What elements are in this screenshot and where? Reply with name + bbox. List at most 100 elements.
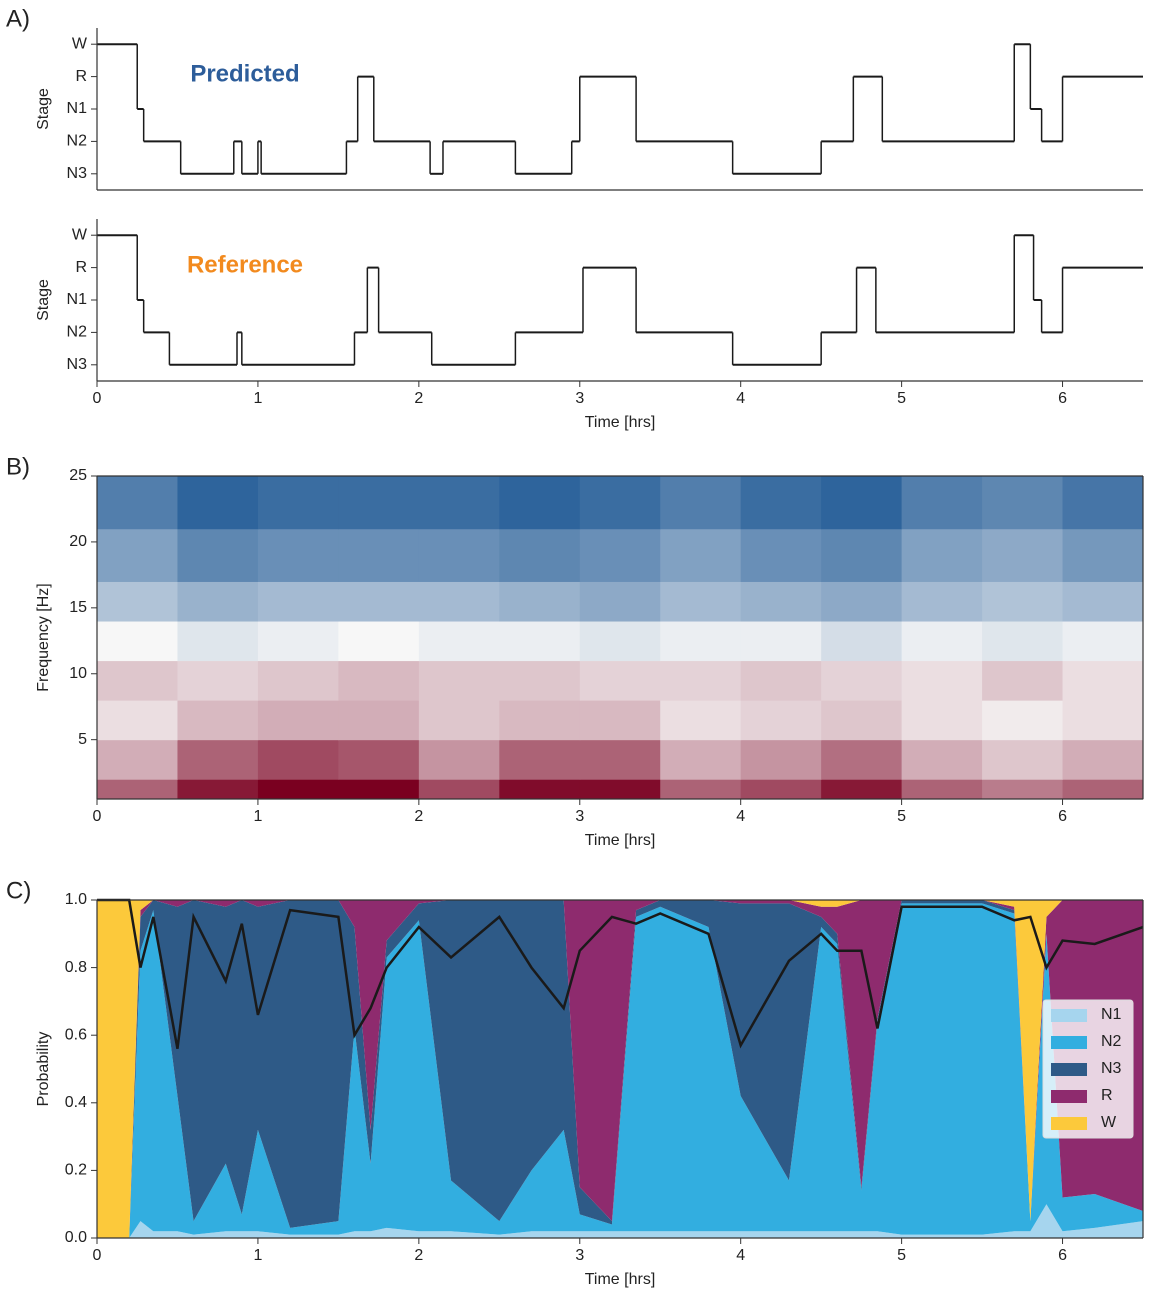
y-tick-label: N2 (67, 133, 88, 150)
heat-cell (1062, 581, 1144, 622)
heat-cell (579, 779, 661, 800)
heat-cell (97, 621, 178, 662)
legend-swatch (1051, 1009, 1087, 1022)
heat-cell (418, 779, 500, 800)
heat-cell (740, 739, 822, 780)
heat-cell (1062, 621, 1144, 662)
heat-cell (97, 476, 178, 530)
heat-cell (499, 476, 581, 530)
heat-cell (418, 476, 500, 530)
heat-cell (177, 528, 259, 582)
heat-cell (257, 739, 339, 780)
y-tick-label: 0.6 (65, 1026, 87, 1043)
x-tick-label: 5 (897, 808, 906, 825)
y-tick-label: N1 (67, 291, 88, 308)
y-tick-label: 20 (69, 533, 87, 550)
x-tick-label: 3 (575, 390, 584, 407)
heat-cell (499, 700, 581, 741)
heat-cell (579, 660, 661, 701)
annotation: Predicted (190, 60, 299, 87)
x-tick-label: 0 (93, 1247, 102, 1264)
heat-cell (901, 581, 983, 622)
heat-cell (499, 528, 581, 582)
y-axis-label: Stage (35, 279, 52, 321)
heat-cell (257, 581, 339, 622)
heat-cell (257, 476, 339, 530)
y-tick-label: 0.2 (65, 1162, 87, 1179)
x-tick-label: 1 (253, 1247, 262, 1264)
heat-cell (177, 660, 259, 701)
heat-cell (740, 476, 822, 530)
heat-cell (901, 660, 983, 701)
heat-cell (338, 581, 420, 622)
heat-cell (740, 528, 822, 582)
heat-cell (97, 581, 178, 622)
heat-cell (1062, 700, 1144, 741)
heat-cell (418, 621, 500, 662)
heat-cell (499, 779, 581, 800)
heat-cell (901, 528, 983, 582)
heat-cell (257, 779, 339, 800)
x-tick-label: 3 (575, 1247, 584, 1264)
heat-cell (97, 779, 178, 800)
heat-cell (1062, 739, 1144, 780)
panel: Predicted WR N1 N2 N3 Stage A) (6, 5, 1143, 191)
heat-cell (338, 700, 420, 741)
legend-swatch (1051, 1117, 1087, 1130)
y-tick-label: W (72, 35, 88, 52)
y-tick-label: 0.8 (65, 959, 87, 976)
y-tick-label: R (75, 68, 87, 85)
panel: 5 10 15 20 25 0 1 2 3 4 5 6 Time [hrs] Frequency [Hz]… (6, 453, 1144, 849)
heat-cell (579, 528, 661, 582)
heat-cell (821, 660, 903, 701)
heat-cell (740, 660, 822, 701)
area (97, 900, 1143, 1238)
heat-cell (579, 621, 661, 662)
panel-label: C) (6, 877, 31, 904)
heat-cell (499, 660, 581, 701)
heat-cell (660, 660, 742, 701)
x-tick-label: 5 (897, 1247, 906, 1264)
y-tick-label: 5 (78, 731, 87, 748)
area (97, 900, 1143, 1238)
x-tick-label: 2 (414, 1247, 423, 1264)
heat-cell (660, 739, 742, 780)
heat-cell (177, 476, 259, 530)
heat-cell (982, 739, 1064, 780)
legend-label: R (1101, 1087, 1113, 1104)
heat-cell (257, 621, 339, 662)
x-axis-label: Time [hrs] (585, 832, 656, 849)
heat-cell (982, 779, 1064, 800)
y-axis-label: Frequency [Hz] (35, 583, 52, 691)
heat-cell (499, 621, 581, 662)
legend-label: N1 (1101, 1006, 1122, 1023)
heat-cell (660, 528, 742, 582)
heat-cell (579, 700, 661, 741)
x-tick-label: 4 (736, 808, 745, 825)
heat-cell (257, 660, 339, 701)
x-tick-label: 0 (93, 808, 102, 825)
heat-cell (740, 779, 822, 800)
heat-cell (257, 700, 339, 741)
heat-cell (1062, 528, 1144, 582)
heat-cell (579, 476, 661, 530)
x-tick-label: 6 (1058, 808, 1067, 825)
heat-cell (418, 581, 500, 622)
heat-cell (499, 581, 581, 622)
heat-cell (660, 476, 742, 530)
panel: N1 N2 N3 RW 0.0 0.2 0.4 0.6 0.8 1.0 0 1 2 3 4 5 6 Time [h… (6, 877, 1144, 1288)
y-tick-label: N3 (67, 165, 88, 182)
annotation: Reference (187, 251, 303, 278)
max-line (97, 898, 1144, 1049)
heat-cell (177, 779, 259, 800)
heat-cell (338, 476, 420, 530)
heat-cell (982, 700, 1064, 741)
heat-cell (1062, 660, 1144, 701)
x-tick-label: 3 (575, 808, 584, 825)
panel-label: B) (6, 453, 30, 480)
heat-cell (97, 739, 178, 780)
y-tick-label: 0.0 (65, 1229, 87, 1246)
x-axis-label: Time [hrs] (585, 1271, 656, 1288)
y-axis-label: Stage (35, 88, 52, 130)
